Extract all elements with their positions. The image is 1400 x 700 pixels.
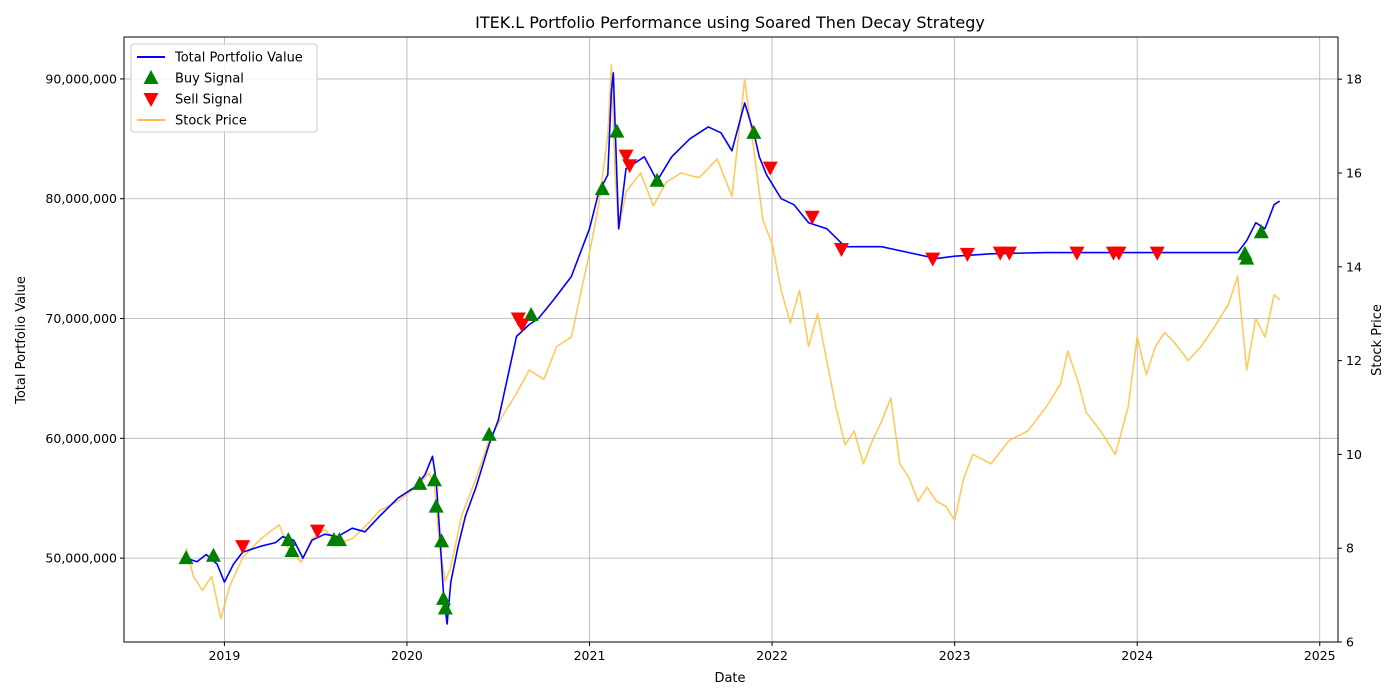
buy-signal-marker [1239, 250, 1255, 265]
left-tick-label: 70,000,000 [45, 311, 117, 326]
portfolio-series [185, 72, 1281, 625]
signal-markers [178, 123, 1269, 615]
buy-signal-marker [428, 498, 444, 513]
buy-signal-marker [1253, 224, 1269, 239]
left-tick-label: 60,000,000 [45, 431, 117, 446]
buy-signal-marker [435, 590, 451, 605]
price-series [185, 64, 1281, 620]
x-tick-label: 2020 [391, 648, 423, 663]
buy-signal-marker [280, 532, 296, 547]
buy-signal-marker [412, 475, 428, 490]
sell-signal-marker [833, 243, 849, 258]
plot-frame [123, 36, 1339, 643]
sell-signal-marker [959, 247, 975, 262]
grid [124, 37, 1338, 642]
buy-signal-marker [331, 532, 347, 547]
buy-signal-marker [437, 600, 453, 615]
buy-signal-marker [594, 181, 610, 196]
x-tick-label: 2021 [574, 648, 606, 663]
x-tick-label: 2024 [1121, 648, 1153, 663]
left-axis-ticks: 50,000,000 60,000,000 70,000,000 80,000,000… [45, 71, 124, 566]
x-tick-label: 2019 [208, 648, 240, 663]
legend-label: Sell Signal [175, 93, 243, 108]
buy-signal-marker [205, 547, 221, 562]
buy-signal-marker [609, 123, 625, 138]
buy-signal-marker [746, 124, 762, 139]
x-tick-label: 2023 [939, 648, 971, 663]
portfolio-value-line [185, 72, 1281, 625]
right-tick-label: 18 [1346, 72, 1362, 87]
left-tick-label: 80,000,000 [45, 191, 117, 206]
right-tick-label: 8 [1346, 541, 1354, 556]
left-tick-label: 90,000,000 [45, 71, 117, 86]
sell-signal-marker [762, 161, 778, 176]
sell-signal-marker [514, 318, 530, 333]
right-axis-label: Stock Price [1370, 304, 1385, 376]
right-tick-label: 16 [1346, 166, 1362, 181]
sell-signal-marker [1001, 246, 1017, 261]
legend-label: Total Portfolio Value [174, 51, 303, 66]
buy-signal-marker [523, 306, 539, 321]
buy-signal-marker [649, 172, 665, 187]
sell-signal-marker [925, 252, 941, 267]
left-axis-label: Total Portfolio Value [14, 276, 29, 405]
sell-signal-marker [235, 540, 251, 555]
sell-signal-marker [1149, 246, 1165, 261]
sell-signal-marker [310, 524, 326, 539]
buy-signal-marker [426, 472, 442, 487]
sell-signal-marker [1069, 246, 1085, 261]
stock-price-line [185, 64, 1281, 620]
buy-signal-marker [481, 426, 497, 441]
legend: Total Portfolio Value Buy Signal Sell Sign… [130, 43, 318, 133]
x-axis-label: Date [714, 671, 745, 686]
buy-signal-marker [434, 533, 450, 548]
right-tick-label: 6 [1346, 635, 1354, 650]
chart-title: ITEK.L Portfolio Performance using Soare… [475, 13, 985, 32]
legend-label: Buy Signal [175, 72, 244, 87]
right-axis-ticks: 6 8 10 12 14 16 18 [1338, 72, 1362, 650]
sell-signal-marker [622, 159, 638, 174]
legend-swatch-marker [143, 70, 159, 84]
sell-signal-marker [804, 210, 820, 225]
x-axis-ticks: 2019 2020 2021 2022 2023 2024 2025 [208, 642, 1336, 663]
left-tick-label: 50,000,000 [45, 551, 117, 566]
buy-signal-marker [284, 542, 300, 557]
sell-signal-marker [1111, 246, 1127, 261]
sell-signal-marker [618, 149, 634, 164]
legend-swatch-marker [143, 93, 159, 107]
right-tick-label: 12 [1346, 353, 1362, 368]
buy-signal-marker [178, 550, 194, 565]
right-tick-label: 14 [1346, 259, 1362, 274]
x-tick-label: 2025 [1304, 648, 1336, 663]
legend-box [130, 43, 318, 133]
legend-label: Stock Price [175, 114, 247, 129]
x-tick-label: 2022 [756, 648, 788, 663]
right-tick-label: 10 [1346, 447, 1362, 462]
